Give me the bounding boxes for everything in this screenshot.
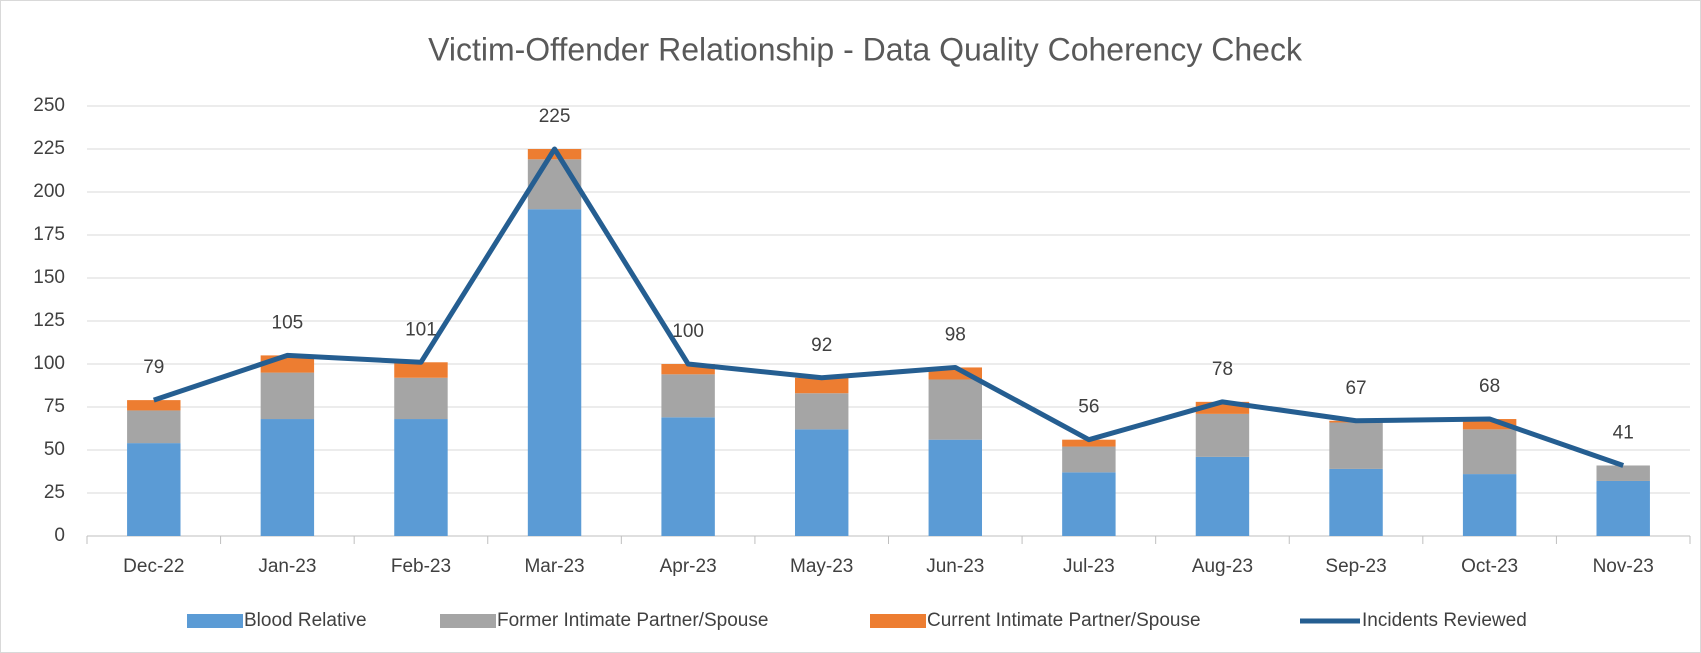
data-label: 100 [672, 321, 704, 342]
y-tick-label: 175 [33, 224, 65, 245]
bar-segment [1462, 419, 1517, 430]
bar-segment [394, 377, 448, 420]
bar-segment [928, 439, 983, 536]
bar-segment [661, 364, 715, 375]
bar-segment [1062, 446, 1116, 473]
data-label: 56 [1078, 397, 1099, 418]
legend-label: Current Intimate Partner/Spouse [927, 610, 1201, 631]
bar-segment [928, 379, 983, 440]
data-label: 105 [272, 312, 304, 333]
y-tick-label: 150 [33, 267, 65, 288]
y-tick-label: 250 [33, 95, 65, 116]
data-label: 98 [945, 324, 966, 345]
legend-swatch [187, 614, 243, 628]
data-label: 101 [405, 319, 437, 340]
bar-segment [1596, 465, 1650, 481]
data-label: 68 [1479, 376, 1500, 397]
bar-segment [260, 419, 315, 536]
x-tick-label: Dec-22 [123, 556, 184, 577]
bar-segment [1329, 468, 1383, 536]
y-tick-label: 125 [33, 310, 65, 331]
bar-segment [527, 159, 582, 210]
legend-label: Former Intimate Partner/Spouse [497, 610, 768, 631]
bar-segment [394, 362, 448, 378]
y-tick-label: 200 [33, 181, 65, 202]
y-tick-label: 225 [33, 138, 65, 159]
x-tick-label: Oct-23 [1461, 556, 1518, 577]
bar-segment [794, 377, 849, 394]
y-tick-label: 100 [33, 353, 65, 374]
x-tick-label: Apr-23 [660, 556, 717, 577]
x-tick-label: Feb-23 [391, 556, 451, 577]
data-label: 67 [1345, 378, 1366, 399]
legend-label: Incidents Reviewed [1362, 610, 1527, 631]
bar-segment [794, 429, 849, 536]
bar-segment [127, 443, 181, 536]
data-label: 78 [1212, 359, 1233, 380]
bar-segment [1596, 480, 1650, 536]
legend-swatch [440, 614, 496, 628]
y-tick-label: 50 [44, 439, 65, 460]
bar-segment [1329, 422, 1383, 469]
bar-segment [794, 393, 849, 430]
data-label: 79 [143, 357, 164, 378]
x-tick-label: Jul-23 [1063, 556, 1115, 577]
y-tick-label: 75 [44, 396, 65, 417]
bar-segment [1195, 413, 1250, 457]
y-tick-label: 0 [54, 525, 65, 546]
line-series [152, 146, 1625, 468]
data-label: 92 [811, 335, 832, 356]
bar-segment [1195, 456, 1250, 536]
legend-swatch [870, 614, 926, 628]
bar-segment [661, 417, 715, 536]
bar-segment [661, 374, 715, 418]
bar-segment [527, 149, 582, 160]
x-tick-label: Aug-23 [1192, 556, 1253, 577]
bar-segment [527, 209, 582, 536]
data-label: 225 [539, 106, 571, 127]
bar-segment [1062, 472, 1116, 536]
x-tick-label: Jun-23 [926, 556, 984, 577]
legend-label: Blood Relative [244, 610, 367, 631]
bar-segment [127, 400, 181, 411]
chart-title: Victim-Offender Relationship - Data Qual… [428, 31, 1303, 67]
bar-segment [394, 419, 448, 536]
bar-segment [1462, 429, 1517, 475]
data-label: 41 [1613, 422, 1634, 443]
y-tick-label: 25 [44, 482, 65, 503]
x-tick-label: May-23 [790, 556, 853, 577]
x-tick-label: Nov-23 [1593, 556, 1654, 577]
bar-segment [127, 410, 181, 444]
x-tick-label: Mar-23 [524, 556, 584, 577]
x-tick-label: Jan-23 [258, 556, 316, 577]
bar-segment [260, 372, 315, 420]
bar-segment [1062, 439, 1116, 447]
bar-segment [1462, 474, 1517, 536]
x-tick-label: Sep-23 [1325, 556, 1386, 577]
